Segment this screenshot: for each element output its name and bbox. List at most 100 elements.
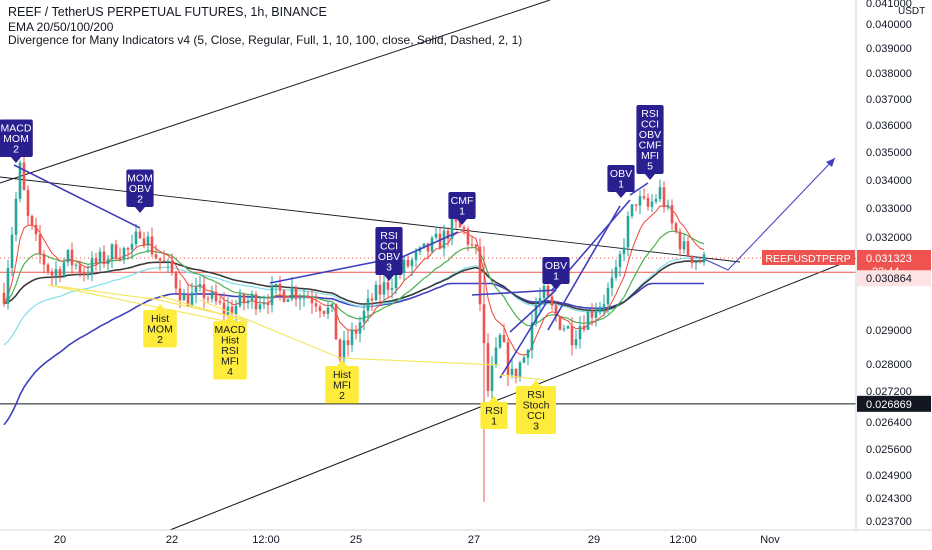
- candle-body: [478, 246, 482, 305]
- candle-body: [114, 244, 118, 259]
- candle-body: [238, 294, 242, 306]
- divergence-label-text: Hist: [333, 369, 351, 381]
- candle-body: [534, 304, 538, 323]
- candle-body: [18, 162, 22, 199]
- svg-text:0.030864: 0.030864: [866, 273, 912, 285]
- candle-body: [598, 306, 602, 313]
- time-tick-label: 29: [588, 534, 600, 546]
- candle-body: [246, 300, 250, 304]
- candle-body: [562, 328, 566, 330]
- candle-body: [74, 264, 78, 266]
- candle-body: [670, 205, 674, 224]
- candle-body: [198, 284, 202, 287]
- candle-body: [658, 187, 662, 200]
- candle-body: [62, 262, 66, 277]
- upper-channel-line[interactable]: [0, 0, 551, 184]
- candle-body: [414, 251, 418, 260]
- divergence-label-text: RSI: [221, 345, 239, 357]
- divergence-label-text: 2: [137, 194, 143, 206]
- bullish-divergence-line: [159, 295, 249, 323]
- lower-channel-line[interactable]: [169, 257, 857, 531]
- price-tick-label: 0.029000: [866, 325, 912, 337]
- candle-body: [342, 340, 346, 360]
- divergence-label-text: 2: [157, 334, 163, 346]
- svg-text:REEFUSDTPERP: REEFUSDTPERP: [765, 253, 850, 265]
- candle-body: [494, 347, 498, 366]
- second-price-tag: 0.030864: [857, 270, 931, 287]
- candle-body: [674, 223, 678, 232]
- candle-body: [202, 284, 206, 299]
- divergence-label-text: OBV: [639, 129, 661, 141]
- time-tick-label: 20: [54, 534, 66, 546]
- candle-body: [330, 303, 334, 308]
- bearish-divergence-line: [509, 289, 557, 333]
- candle-body: [142, 238, 146, 246]
- candle-body: [334, 303, 338, 340]
- candle-body: [66, 249, 70, 263]
- candle-body: [434, 233, 438, 238]
- candle-body: [298, 298, 302, 300]
- divergence-label-text: 2: [13, 144, 19, 156]
- time-tick-label: 12:00: [669, 534, 697, 546]
- candle-body: [578, 325, 582, 340]
- candle-body: [6, 268, 10, 304]
- candle-body: [110, 244, 114, 260]
- candle-body: [466, 228, 470, 245]
- bearish-divergence-line: [499, 299, 549, 379]
- projection-path[interactable]: [701, 157, 836, 271]
- candle-body: [306, 296, 310, 299]
- candle-body: [310, 298, 314, 304]
- price-tick-label: 0.024300: [866, 493, 912, 505]
- candle-body: [650, 201, 654, 207]
- candle-body: [586, 311, 590, 330]
- candle-body: [474, 244, 478, 247]
- price-tick-label: 0.024900: [866, 470, 912, 482]
- candle-body: [570, 326, 574, 346]
- divergence-label-text: 1: [553, 271, 559, 283]
- candle-body: [358, 322, 362, 334]
- candle-body: [506, 341, 510, 376]
- candle-body: [542, 285, 546, 299]
- candle-body: [430, 237, 434, 252]
- divergence-label-text: 5: [647, 161, 653, 173]
- candle-body: [210, 291, 214, 299]
- candle-body: [518, 362, 522, 378]
- candle-body: [78, 264, 82, 273]
- time-tick-label: 12:00: [252, 534, 280, 546]
- candle-body: [170, 260, 174, 273]
- descending-trend-line[interactable]: [0, 176, 741, 263]
- candle-body: [558, 316, 562, 330]
- candle-body: [502, 334, 506, 342]
- bearish-divergence-line: [13, 164, 141, 229]
- candle-body: [122, 248, 126, 260]
- bearish-divergence-line: [269, 257, 396, 284]
- time-axis[interactable]: [0, 530, 856, 550]
- candle-body: [666, 205, 670, 208]
- divergence-label-text: CMF: [451, 195, 474, 207]
- candle-body: [514, 368, 518, 378]
- divergence-label-text: RSI: [641, 108, 659, 120]
- candle-body: [530, 322, 534, 350]
- price-axis-unit: USDT: [898, 6, 925, 17]
- candle-body: [158, 258, 162, 261]
- candle-body: [446, 230, 450, 239]
- price-tick-label: 0.040000: [866, 19, 912, 31]
- time-tick-label: 22: [166, 534, 178, 546]
- divergence-label-text: 1: [459, 206, 465, 218]
- time-tick-label: 27: [468, 534, 480, 546]
- candle-body: [574, 339, 578, 346]
- candle-body: [610, 277, 614, 288]
